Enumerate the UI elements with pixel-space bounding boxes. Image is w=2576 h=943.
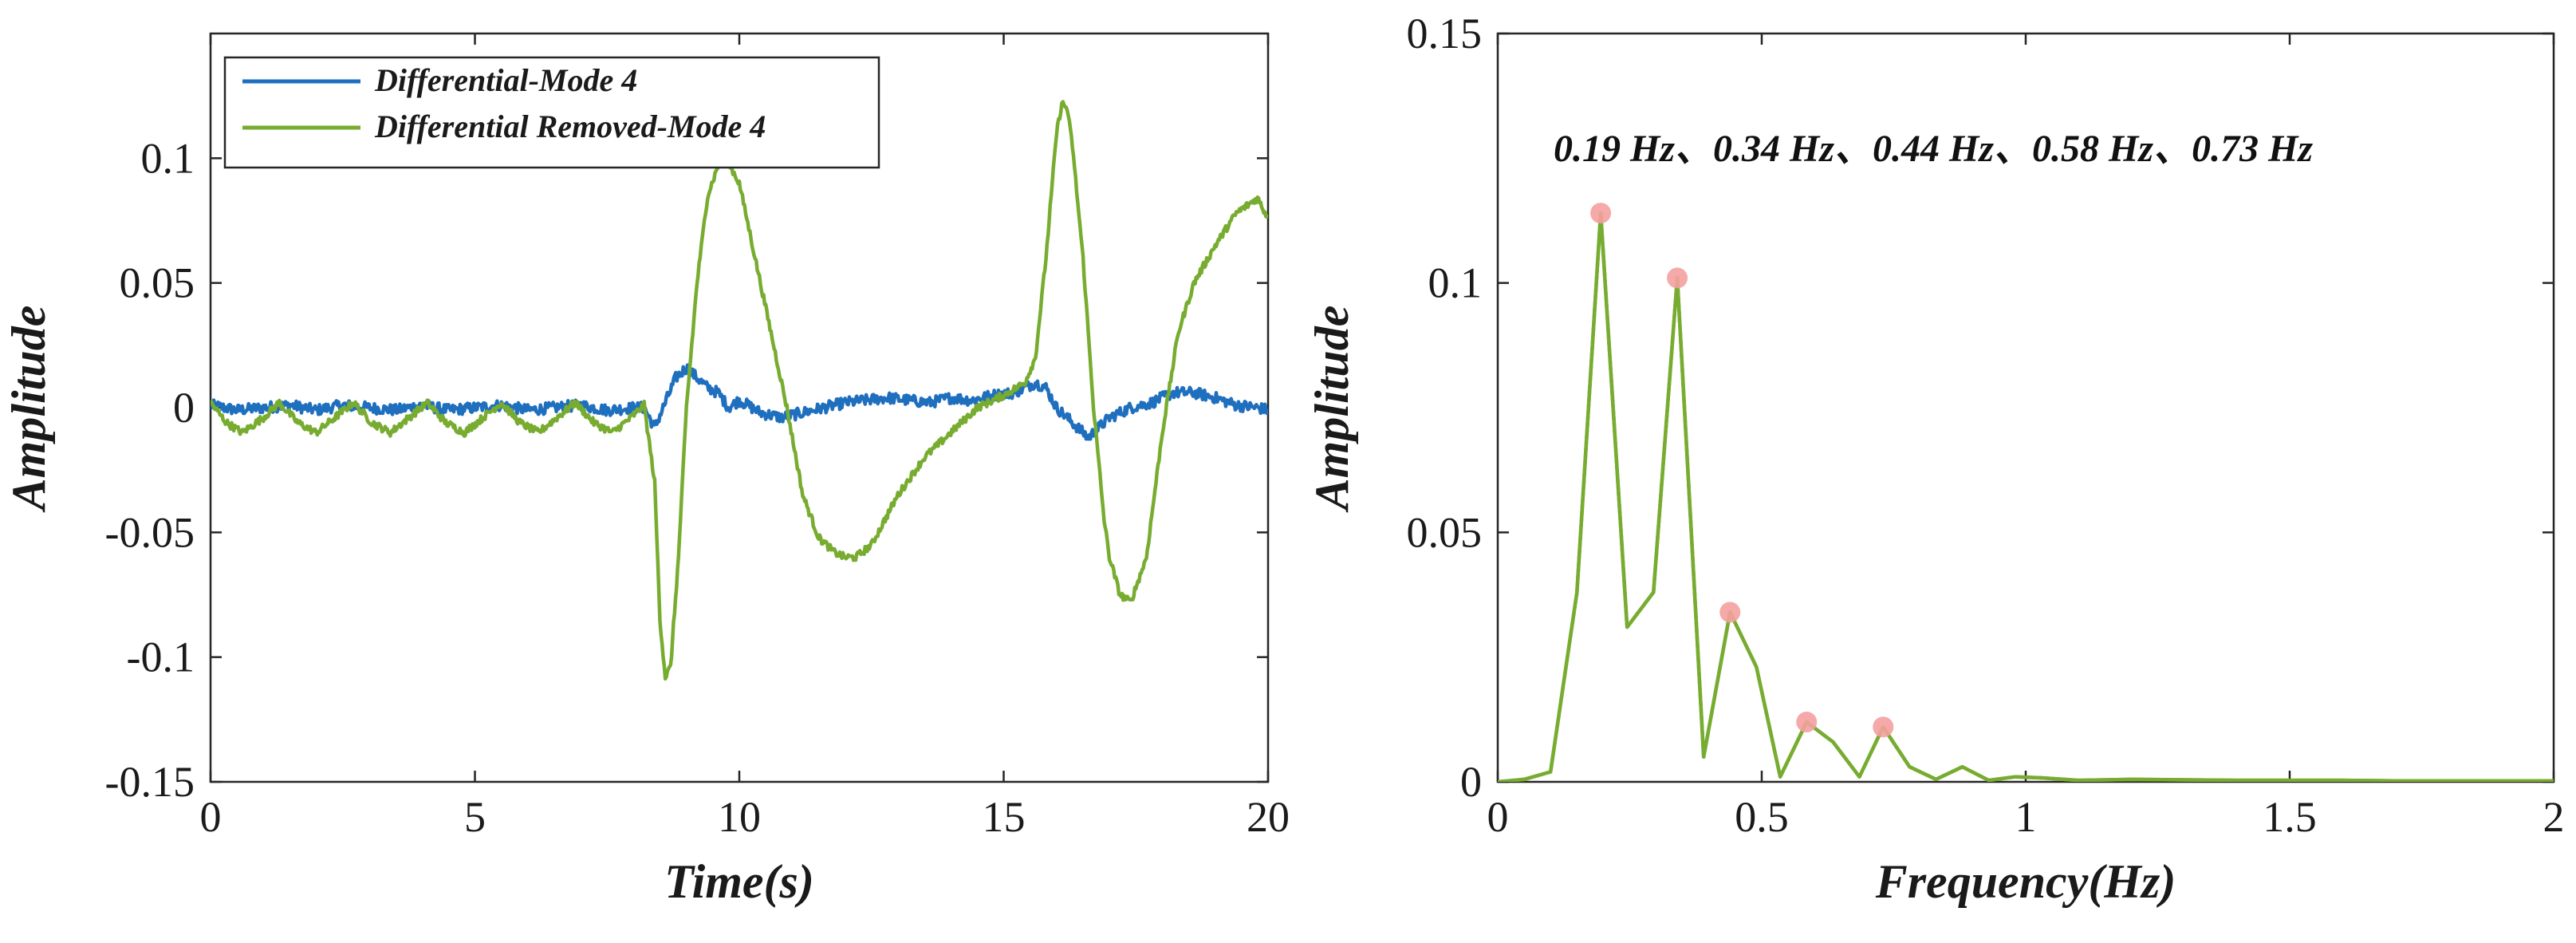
x-tick-label: 0	[1487, 793, 1509, 841]
legend-box	[223, 56, 880, 169]
y-tick-label: 0.05	[1407, 508, 1483, 556]
peak-marker	[1590, 203, 1612, 224]
x-tick-label: 2	[2543, 793, 2565, 841]
peak-marker	[1667, 267, 1688, 289]
y-tick-label: 0.05	[120, 259, 195, 307]
chart-panel-1: 0 5 10 15 20 -0.15 -0.1 -0.05 0 0.05 0.1 Time(s) Amp…	[2, 32, 1290, 908]
x-axis-title: Frequency(Hz)	[1875, 855, 2176, 908]
y-tick-label: 0.15	[1407, 10, 1483, 57]
chart-panel-2: 0 0.5 1 1.5 2 0 0.05 0.1 0.15 Frequency(Hz) Amplit…	[1306, 10, 2565, 908]
series-line-overlay	[1498, 211, 2554, 782]
series-line-1	[1498, 211, 2554, 782]
y-tick-label: -0.15	[105, 758, 195, 806]
legend: Differential-Mode 4 Differential Removed-…	[223, 56, 880, 169]
y-tick-label: -0.1	[127, 633, 195, 681]
x-tick-label: 0.5	[1735, 793, 1789, 841]
series-line-1	[211, 363, 1268, 441]
x-tick-label: 20	[1247, 793, 1290, 841]
peak-marker	[1719, 602, 1741, 623]
x-tick-label: 15	[983, 793, 1026, 841]
x-tick-label: 0	[200, 793, 222, 841]
x-tick-label: 1	[2015, 793, 2037, 841]
y-tick-label: -0.05	[105, 508, 195, 556]
y-tick-label: 0	[173, 384, 195, 432]
peak-marker	[1796, 711, 1818, 732]
legend-entry-label: Differential-Mode 4	[374, 62, 637, 98]
y-tick-label: 0	[1460, 758, 1482, 806]
x-axis-title: Time(s)	[664, 855, 814, 908]
y-tick-label: 0.1	[1428, 259, 1483, 307]
x-tick-label: 5	[464, 793, 486, 841]
peak-frequency-annotation: 0.19 Hz、0.34 Hz、0.44 Hz、0.58 Hz、0.73 Hz	[1554, 128, 2313, 170]
x-tick-label: 10	[718, 793, 761, 841]
y-axis-title: Amplitude	[2, 306, 55, 514]
peak-marker	[1873, 716, 1894, 738]
x-tick-label: 1.5	[2263, 793, 2317, 841]
series-line-2	[211, 100, 1268, 681]
y-tick-label: 0.1	[141, 134, 195, 182]
y-axis-title: Amplitude	[1306, 306, 1358, 514]
legend-entry-label: Differential Removed-Mode 4	[374, 109, 766, 144]
